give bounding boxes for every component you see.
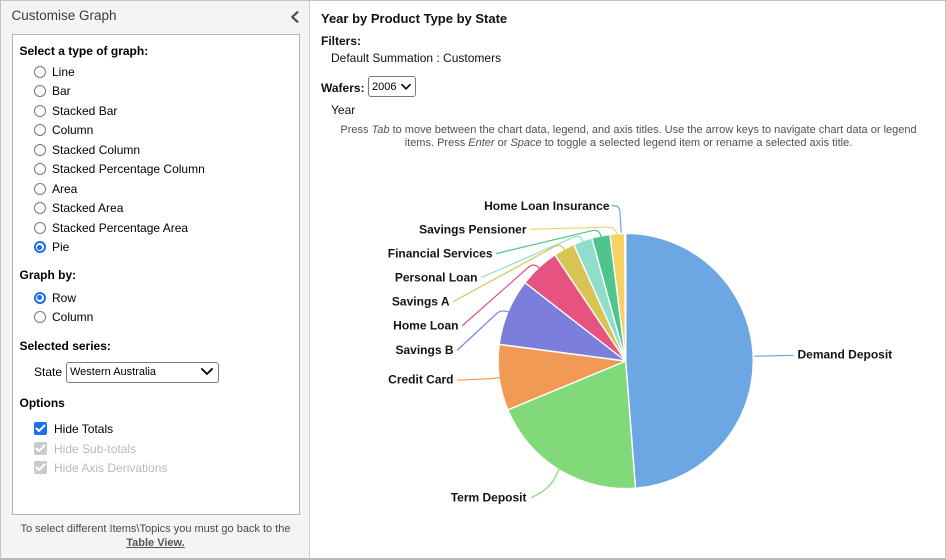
svg-text:Savings Pensioner: Savings Pensioner <box>419 223 527 237</box>
svg-text:Home Loan Insurance: Home Loan Insurance <box>484 199 610 213</box>
svg-text:Demand Deposit: Demand Deposit <box>798 348 893 362</box>
svg-text:Credit Card: Credit Card <box>388 372 453 386</box>
svg-text:Savings A: Savings A <box>392 295 450 309</box>
svg-text:Savings B: Savings B <box>395 343 453 357</box>
svg-text:Financial Services: Financial Services <box>388 247 493 261</box>
svg-text:Personal Loan: Personal Loan <box>395 271 478 285</box>
svg-text:Term Deposit: Term Deposit <box>451 491 527 505</box>
svg-text:Home Loan: Home Loan <box>393 319 458 333</box>
